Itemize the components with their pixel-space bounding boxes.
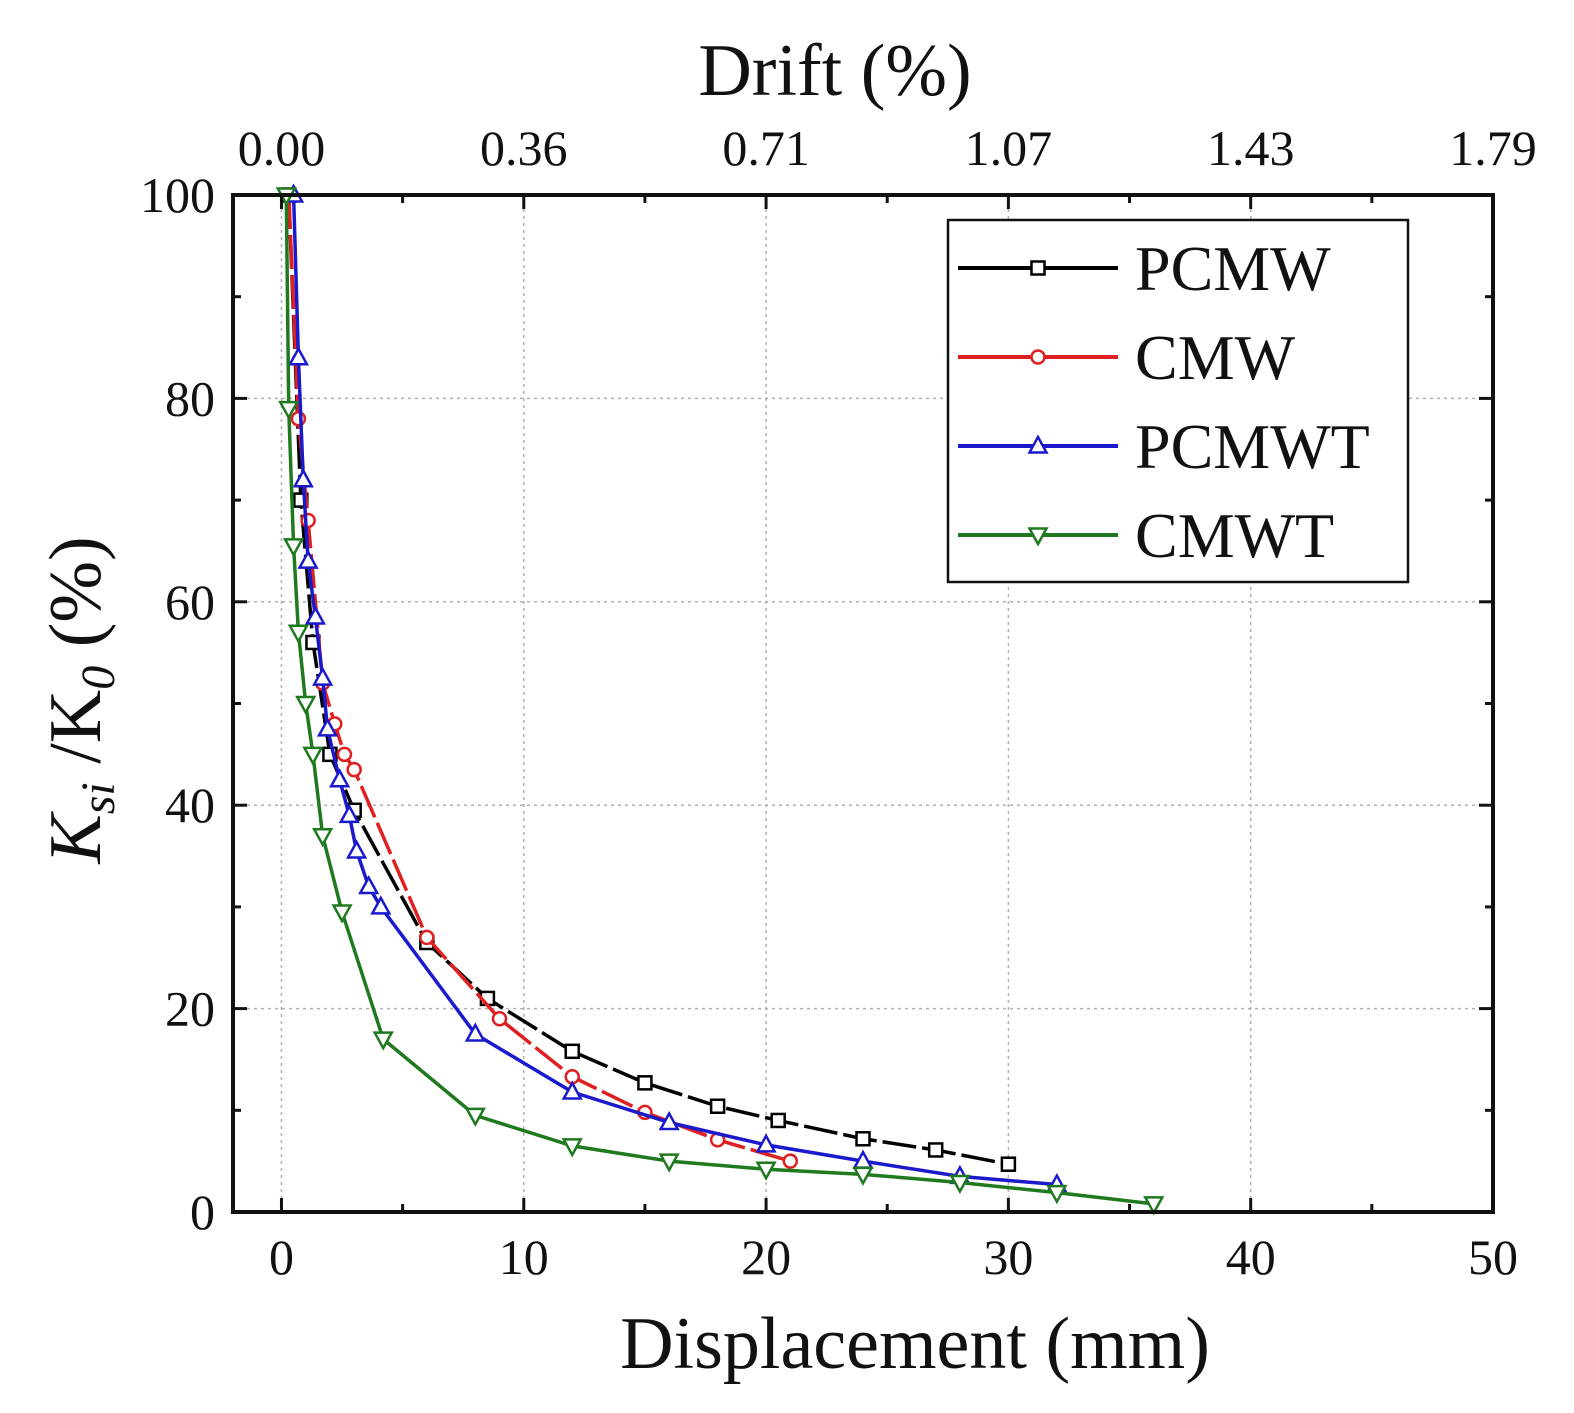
legend-label-cmw: CMW <box>1135 322 1296 393</box>
data-point-cmw <box>290 410 307 427</box>
top-x-tick-label: 0.71 <box>722 120 810 176</box>
data-point-cmw <box>419 929 435 946</box>
x-axis-title: Displacement (mm) <box>620 1303 1210 1385</box>
data-point-cmwt <box>295 695 317 716</box>
data-point-pcmwt <box>316 717 339 737</box>
legend-label-pcmw: PCMW <box>1135 233 1331 304</box>
data-point-cmw <box>782 1153 799 1169</box>
y-axis-title-main: K <box>35 811 117 865</box>
data-point-pcmw <box>564 1043 580 1060</box>
data-point-cmwt <box>1143 1196 1165 1216</box>
top-x-tick-label: 0.00 <box>238 120 326 176</box>
data-point-cmwt <box>852 1166 874 1186</box>
legend-marker-cmw <box>1030 349 1046 365</box>
y-tick-label: 60 <box>165 574 215 630</box>
y-axis-title-mid: /K <box>35 690 117 783</box>
data-point-pcmwt <box>561 1080 583 1100</box>
data-point-cmwt <box>302 746 324 766</box>
data-point-pcmwt <box>304 605 326 625</box>
data-point-pcmwt <box>297 549 319 569</box>
data-point-pcmwt <box>464 1022 486 1042</box>
series-line-cmw <box>286 194 791 1163</box>
data-point-pcmwt <box>292 468 314 488</box>
x-tick-label: 30 <box>983 1229 1033 1285</box>
y-tick-label: 40 <box>165 777 215 833</box>
y-tick-label: 20 <box>165 981 215 1037</box>
data-point-pcmwt <box>312 666 334 686</box>
legend: PCMW CMW PCMWT CMWT <box>946 218 1410 584</box>
data-point-pcmwt <box>370 895 392 915</box>
data-point-cmwt <box>278 400 300 421</box>
y-tick-label: 80 <box>165 370 215 426</box>
data-point-pcmwt <box>658 1110 680 1131</box>
series-layer <box>275 183 1165 1216</box>
data-point-cmwt <box>949 1174 971 1195</box>
data-point-pcmwt <box>329 768 351 788</box>
y-axis-title-tail: (%) <box>35 536 117 665</box>
data-point-pcmwt <box>338 803 360 824</box>
top-x-axis-title: Drift (%) <box>698 30 971 112</box>
data-point-cmw <box>336 746 353 763</box>
data-point-pcmw <box>1000 1156 1017 1172</box>
y-tick-label: 100 <box>140 167 215 223</box>
data-point-cmw <box>300 512 316 529</box>
data-point-pcmwt <box>345 839 368 859</box>
x-tick-label: 20 <box>741 1229 791 1285</box>
data-point-pcmw <box>770 1112 786 1129</box>
legend-marker-pcmw <box>1030 260 1046 276</box>
data-point-pcmw <box>927 1142 944 1158</box>
data-point-pcmw <box>637 1075 653 1091</box>
top-x-tick-label: 1.79 <box>1449 120 1537 176</box>
data-point-cmwt <box>287 624 310 644</box>
data-point-cmwt <box>464 1107 486 1127</box>
data-point-cmwt <box>331 904 353 924</box>
data-point-cmwt <box>561 1138 583 1158</box>
data-point-pcmwt <box>358 874 380 895</box>
data-point-cmwt <box>1046 1184 1068 1205</box>
data-point-cmwt <box>372 1031 394 1051</box>
legend-label-pcmwt: PCMWT <box>1135 411 1370 482</box>
top-x-tick-label: 1.43 <box>1207 120 1295 176</box>
y-axis-title-sub2: 0 <box>72 666 125 690</box>
x-tick-label: 0 <box>269 1229 294 1285</box>
legend-box <box>946 218 1410 584</box>
data-point-pcmw <box>709 1098 726 1114</box>
y-axis-title-sub1: si <box>72 782 125 814</box>
series-line-pcmwt <box>291 194 1057 1187</box>
data-point-pcmwt <box>287 346 310 366</box>
data-point-cmwt <box>755 1161 777 1181</box>
legend-marker-pcmwt <box>1027 434 1049 454</box>
data-point-cmwt <box>658 1153 680 1173</box>
top-x-tick-label: 1.07 <box>965 120 1053 176</box>
legend-marker-cmwt <box>1027 527 1049 547</box>
data-point-cmwt <box>312 827 334 848</box>
x-tick-label: 10 <box>499 1229 549 1285</box>
data-point-cmwt <box>282 538 305 558</box>
tick-layer <box>233 193 1495 1214</box>
series-line-pcmw <box>286 194 1009 1166</box>
data-point-pcmwt <box>755 1133 777 1153</box>
data-point-cmw <box>491 1011 508 1027</box>
y-axis-title: Ksi /K0 (%) <box>35 536 125 864</box>
y-tick-label: 0 <box>190 1184 215 1240</box>
legend-label-cmwt: CMWT <box>1135 500 1334 571</box>
x-tick-label: 40 <box>1226 1229 1276 1285</box>
data-point-cmw <box>346 761 362 778</box>
x-tick-label: 50 <box>1468 1229 1518 1285</box>
data-point-pcmw <box>855 1131 871 1147</box>
top-x-tick-label: 0.36 <box>480 120 568 176</box>
